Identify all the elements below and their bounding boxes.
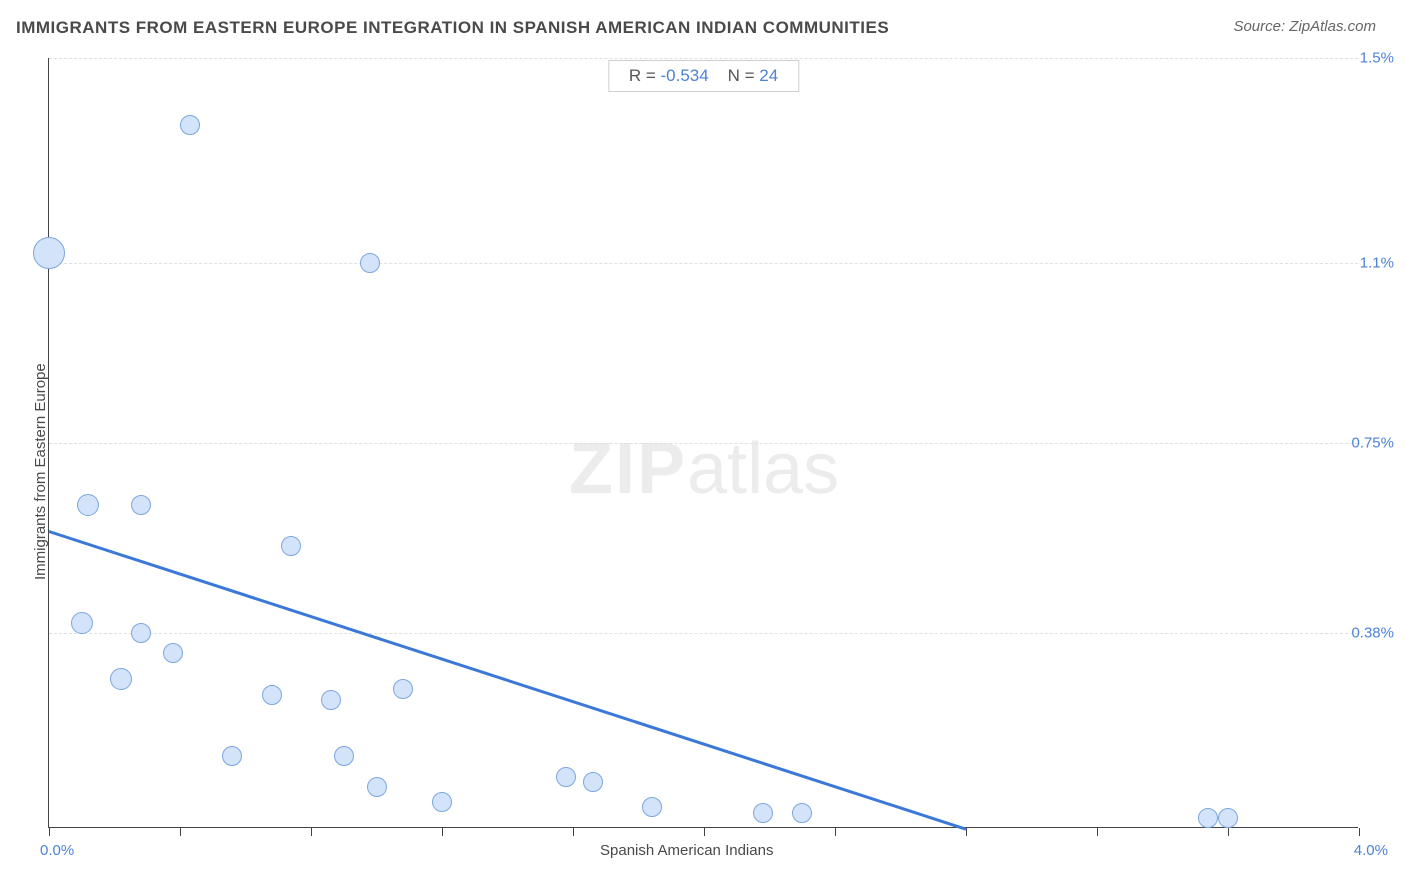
data-point (1218, 808, 1238, 828)
data-point (321, 690, 341, 710)
watermark-atlas: atlas (687, 429, 839, 509)
data-point (222, 746, 242, 766)
data-point (792, 803, 812, 823)
source-label: Source: ZipAtlas.com (1233, 18, 1376, 35)
data-point (281, 536, 301, 556)
x-tick (704, 828, 705, 836)
x-tick (966, 828, 967, 836)
n-label: N = (728, 66, 755, 85)
y-tick-label: 0.38% (1351, 624, 1394, 641)
r-value: -0.534 (660, 66, 708, 85)
data-point (583, 772, 603, 792)
data-point (642, 797, 662, 817)
data-point (131, 623, 151, 643)
x-tick (49, 828, 50, 836)
stats-box: R = -0.534 N = 24 (608, 60, 799, 92)
gridline (49, 263, 1358, 264)
data-point (110, 668, 132, 690)
x-tick (573, 828, 574, 836)
data-point (334, 746, 354, 766)
data-point (163, 643, 183, 663)
data-point (360, 253, 380, 273)
x-min-label: 0.0% (40, 842, 74, 859)
data-point (1198, 808, 1218, 828)
r-label: R = (629, 66, 656, 85)
data-point (77, 494, 99, 516)
gridline (49, 633, 1358, 634)
data-point (367, 777, 387, 797)
data-point (556, 767, 576, 787)
watermark-zip: ZIP (569, 429, 687, 509)
data-point (393, 679, 413, 699)
gridline (49, 443, 1358, 444)
x-tick (311, 828, 312, 836)
data-point (71, 612, 93, 634)
data-point (432, 792, 452, 812)
x-tick (1359, 828, 1360, 836)
y-tick-label: 0.75% (1351, 435, 1394, 452)
x-tick (442, 828, 443, 836)
chart-title: IMMIGRANTS FROM EASTERN EUROPE INTEGRATI… (16, 18, 889, 38)
x-tick (835, 828, 836, 836)
plot-area: R = -0.534 N = 24 ZIPatlas (48, 58, 1358, 828)
regression-segment (49, 530, 967, 831)
y-tick-label: 1.5% (1360, 50, 1394, 67)
data-point (180, 115, 200, 135)
data-point (262, 685, 282, 705)
y-axis-label: Immigrants from Eastern Europe (32, 363, 49, 580)
gridline (49, 58, 1358, 59)
x-tick (180, 828, 181, 836)
data-point (131, 495, 151, 515)
x-tick (1228, 828, 1229, 836)
n-value: 24 (759, 66, 778, 85)
x-max-label: 4.0% (1354, 842, 1388, 859)
watermark: ZIPatlas (569, 428, 839, 510)
data-point (753, 803, 773, 823)
y-tick-label: 1.1% (1360, 255, 1394, 272)
x-axis-label: Spanish American Indians (600, 842, 773, 859)
x-tick (1097, 828, 1098, 836)
data-point (33, 237, 65, 269)
